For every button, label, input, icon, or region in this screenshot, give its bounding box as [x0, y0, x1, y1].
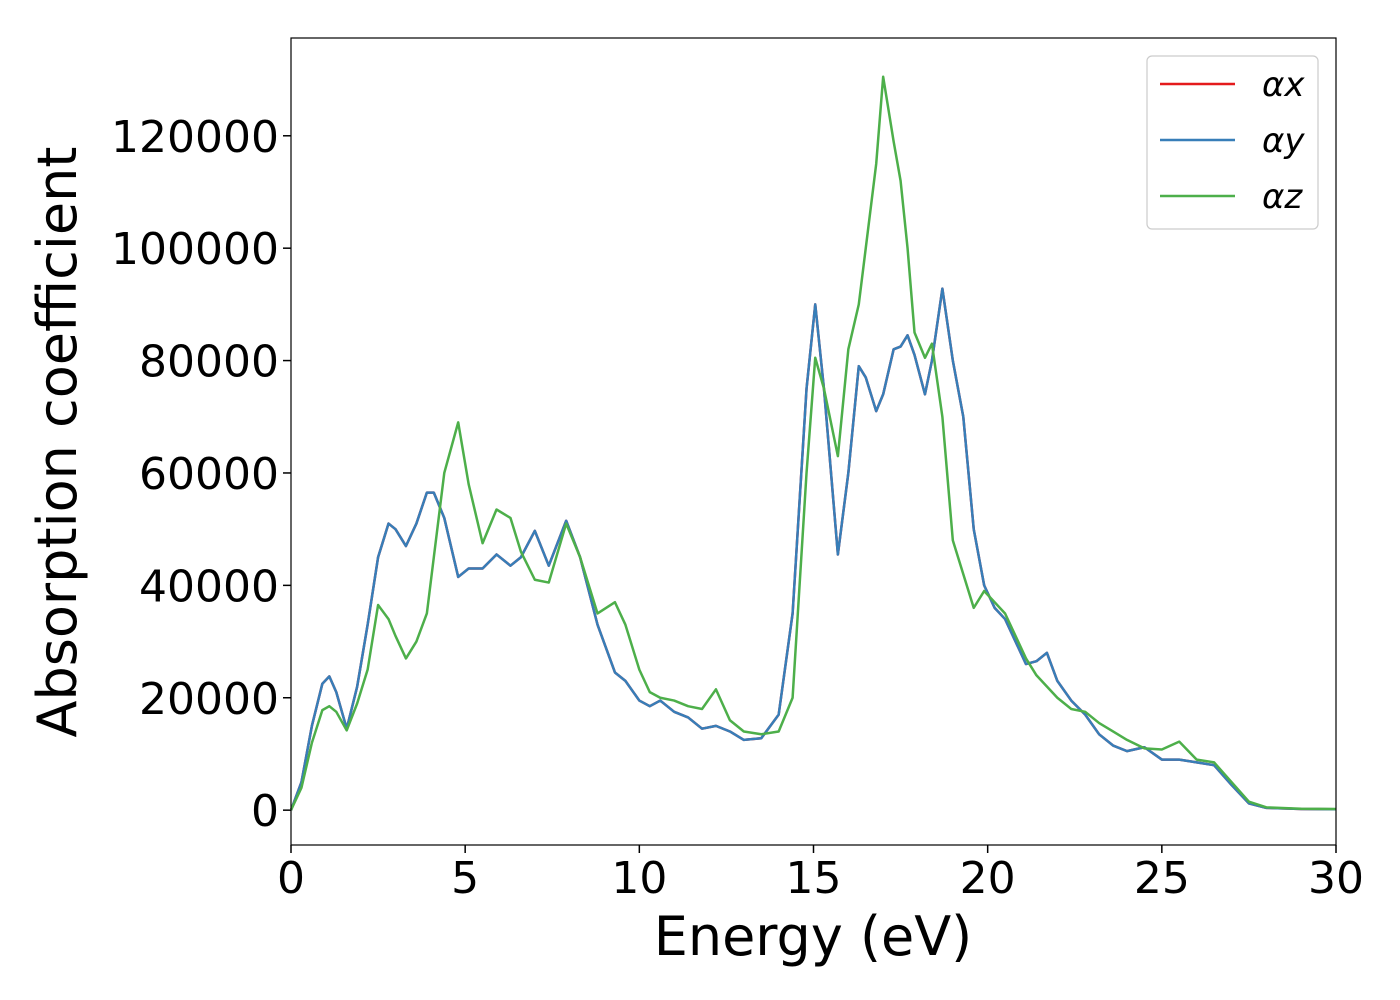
y-tick-label: 60000	[139, 449, 279, 500]
data-line	[289, 287, 1337, 811]
legend-label: αz	[1262, 177, 1303, 217]
x-tick-label: 5	[451, 853, 479, 904]
y-tick-label: 20000	[139, 674, 279, 725]
x-tick-label: 25	[1134, 853, 1190, 904]
data-line	[289, 75, 1337, 811]
x-axis-label: Energy (eV)	[654, 905, 973, 968]
y-tick-label: 120000	[111, 112, 279, 163]
legend-label: αy	[1262, 121, 1305, 161]
legend-label: αx	[1262, 65, 1305, 105]
legend-box	[1146, 55, 1319, 230]
x-tick-label: 30	[1308, 853, 1364, 904]
plot-frame	[290, 37, 1337, 846]
legend: αx αy αz	[1146, 55, 1319, 230]
y-tick-label: 80000	[139, 337, 279, 388]
x-tick-label: 10	[611, 853, 667, 904]
y-axis-label: Absorption coefficient	[26, 147, 89, 738]
x-tick-label: 20	[960, 853, 1016, 904]
y-tick-label: 100000	[111, 224, 279, 275]
y-tick-label: 0	[251, 786, 279, 837]
x-tick-label: 0	[277, 853, 305, 904]
y-tick-label: 40000	[139, 561, 279, 612]
x-tick-label: 15	[786, 853, 842, 904]
